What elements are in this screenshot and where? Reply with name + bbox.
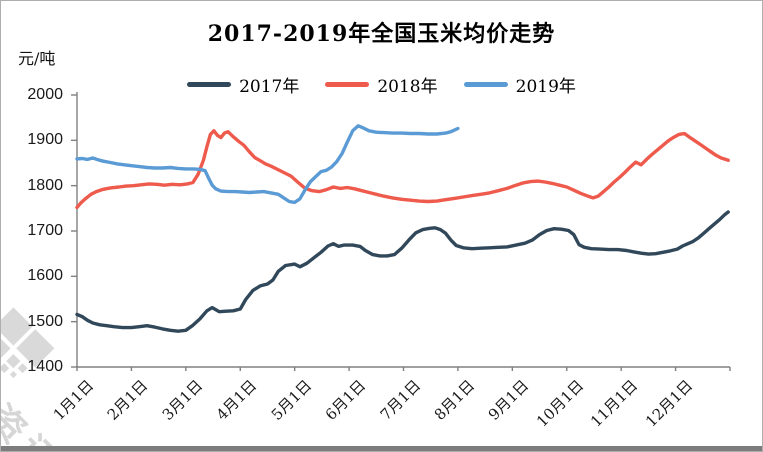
- bottom-gray-bar: [1, 446, 762, 451]
- y-axis-tick-label: 2000: [27, 86, 63, 103]
- y-axis-tick-label: 1800: [27, 176, 63, 194]
- legend-item-2017: 2017年: [187, 72, 299, 97]
- legend-swatch-2019-line-icon: [463, 81, 508, 87]
- legend-label-2017: 2017年: [239, 76, 300, 97]
- y-axis-tick-label: 1900: [27, 131, 63, 149]
- legend-swatch-2017-line-icon: [187, 81, 232, 87]
- legend-item-2018: 2018年: [325, 72, 438, 97]
- y-axis-tick-label: 1400: [27, 358, 63, 375]
- legend-item-2019: 2019年: [463, 72, 576, 97]
- y-axis-tick-label: 1500: [27, 312, 63, 330]
- chart-title: 2017-2019年全国玉米均价走势: [207, 21, 556, 47]
- y-axis-unit-label: 元/吨: [18, 49, 56, 68]
- y-axis-tick-label: 1700: [27, 222, 63, 239]
- legend-label-2019: 2019年: [515, 76, 576, 97]
- legend-label-2018: 2018年: [377, 76, 438, 97]
- legend: 2017年 2018年 2019年: [1, 72, 762, 97]
- y-axis-tick-label: 1600: [27, 267, 63, 285]
- legend-swatch-2018-line-icon: [325, 81, 370, 87]
